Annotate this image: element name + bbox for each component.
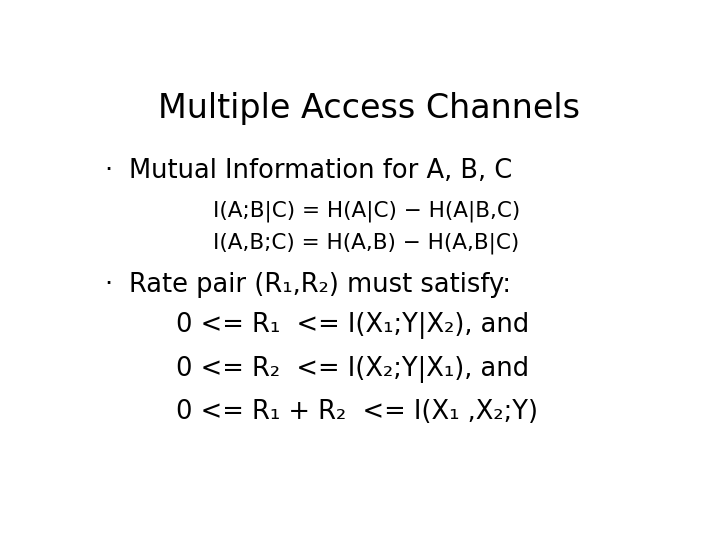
Text: ·: · (104, 158, 112, 184)
Text: ·: · (104, 272, 112, 298)
Text: I(A,B;C) = H(A,B) − H(A,B|C): I(A,B;C) = H(A,B) − H(A,B|C) (213, 232, 519, 253)
Text: Rate pair (R₁,R₂) must satisfy:: Rate pair (R₁,R₂) must satisfy: (129, 272, 511, 298)
Text: I(A;B|C) = H(A|C) − H(A|B,C): I(A;B|C) = H(A|C) − H(A|B,C) (213, 200, 520, 222)
Text: 0 <= R₁ + R₂  <= I(X₁ ,X₂;Y): 0 <= R₁ + R₂ <= I(X₁ ,X₂;Y) (176, 400, 539, 426)
Text: 0 <= R₂  <= I(X₂;Y|X₁), and: 0 <= R₂ <= I(X₂;Y|X₁), and (176, 356, 530, 383)
Text: Multiple Access Channels: Multiple Access Channels (158, 92, 580, 125)
Text: 0 <= R₁  <= I(X₁;Y|X₂), and: 0 <= R₁ <= I(X₁;Y|X₂), and (176, 313, 530, 340)
Text: Mutual Information for A, B, C: Mutual Information for A, B, C (129, 158, 513, 184)
